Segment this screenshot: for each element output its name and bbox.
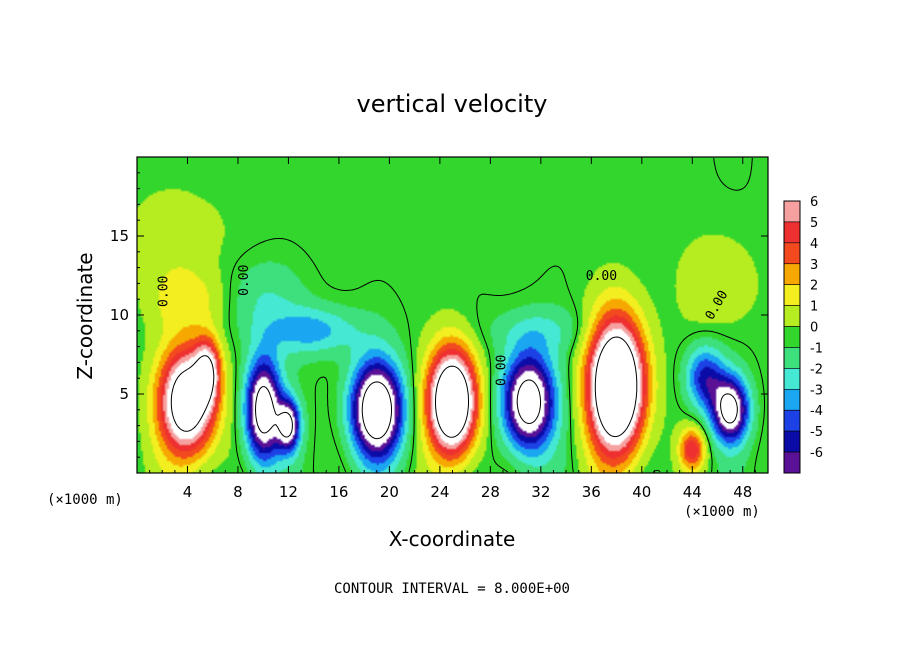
colorbar-label: -5	[810, 425, 823, 440]
contour-label: 0.00	[586, 269, 617, 284]
colorbar-label: -3	[810, 383, 823, 398]
colorbar-label: 1	[810, 300, 818, 315]
y-axis-ticks: 5 10 15	[110, 172, 768, 458]
heatmap-field	[137, 157, 768, 473]
x-tick-label: 36	[582, 483, 601, 501]
colorbar-label: 2	[810, 279, 818, 294]
x-tick-label: 48	[733, 483, 752, 501]
y-tick-label: 10	[110, 306, 129, 324]
contour-label: 0.00	[495, 355, 510, 386]
x-tick-label: 4	[183, 483, 193, 501]
colorbar-label: -1	[810, 341, 823, 356]
contour-line-pos	[170, 336, 638, 438]
y-tick-label: 5	[119, 385, 129, 403]
colorbar-swatch	[783, 305, 801, 327]
colorbar-swatch	[783, 221, 801, 244]
colorbar-swatch	[783, 368, 801, 390]
colorbar-label: 3	[810, 258, 818, 273]
colorbar-label: 5	[810, 216, 818, 231]
x-tick-label: 28	[481, 483, 500, 501]
colorbar: 6 5 4 3 2 1 0 -1 -2 -3 -4 -5 -6	[783, 195, 823, 474]
colorbar-swatch	[783, 430, 801, 453]
contour-line-neg	[255, 379, 738, 440]
x-tick-label: 32	[531, 483, 550, 501]
x-axis-title: X-coordinate	[389, 527, 516, 551]
x-tick-label: 16	[329, 483, 348, 501]
x-unit-right: (×1000 m)	[684, 504, 760, 520]
contour-interval-note: CONTOUR INTERVAL = 8.000E+00	[334, 581, 570, 597]
colorbar-label: -2	[810, 362, 823, 377]
colorbar-swatch	[783, 326, 801, 348]
contour-label: 0.00	[156, 276, 171, 307]
x-tick-label: 24	[430, 483, 449, 501]
colorbar-swatch	[783, 263, 801, 285]
colorbar-swatch	[783, 389, 801, 411]
colorbar-swatch	[783, 200, 801, 223]
y-axis-title: Z-coordinate	[73, 252, 97, 379]
x-tick-label: 12	[279, 483, 298, 501]
y-tick-label: 15	[110, 227, 129, 245]
x-tick-label: 44	[683, 483, 702, 501]
colorbar-label: 6	[810, 195, 818, 210]
x-axis-ticks: 4 8 12 16 20 24 28 32 36 40 44 48	[149, 157, 756, 501]
colorbar-swatch	[783, 284, 801, 306]
contour-line-zero	[228, 157, 765, 473]
x-tick-label: 40	[632, 483, 651, 501]
colorbar-swatch	[783, 451, 801, 474]
colorbar-swatch	[783, 409, 801, 432]
colorbar-swatch	[783, 242, 801, 265]
x-unit-left: (×1000 m)	[47, 492, 123, 508]
colorbar-label: -6	[810, 446, 823, 461]
x-tick-label: 8	[233, 483, 243, 501]
contour-lines	[170, 157, 765, 473]
chart-title: vertical velocity	[357, 90, 548, 118]
colorbar-label: 4	[810, 237, 818, 252]
x-tick-label: 20	[380, 483, 399, 501]
heatmap-image	[137, 157, 768, 473]
contour-label: 0.00	[237, 265, 252, 296]
colorbar-swatch	[783, 347, 801, 369]
colorbar-frame	[783, 200, 801, 474]
colorbar-label: -4	[810, 404, 823, 419]
colorbar-label: 0	[810, 321, 818, 336]
